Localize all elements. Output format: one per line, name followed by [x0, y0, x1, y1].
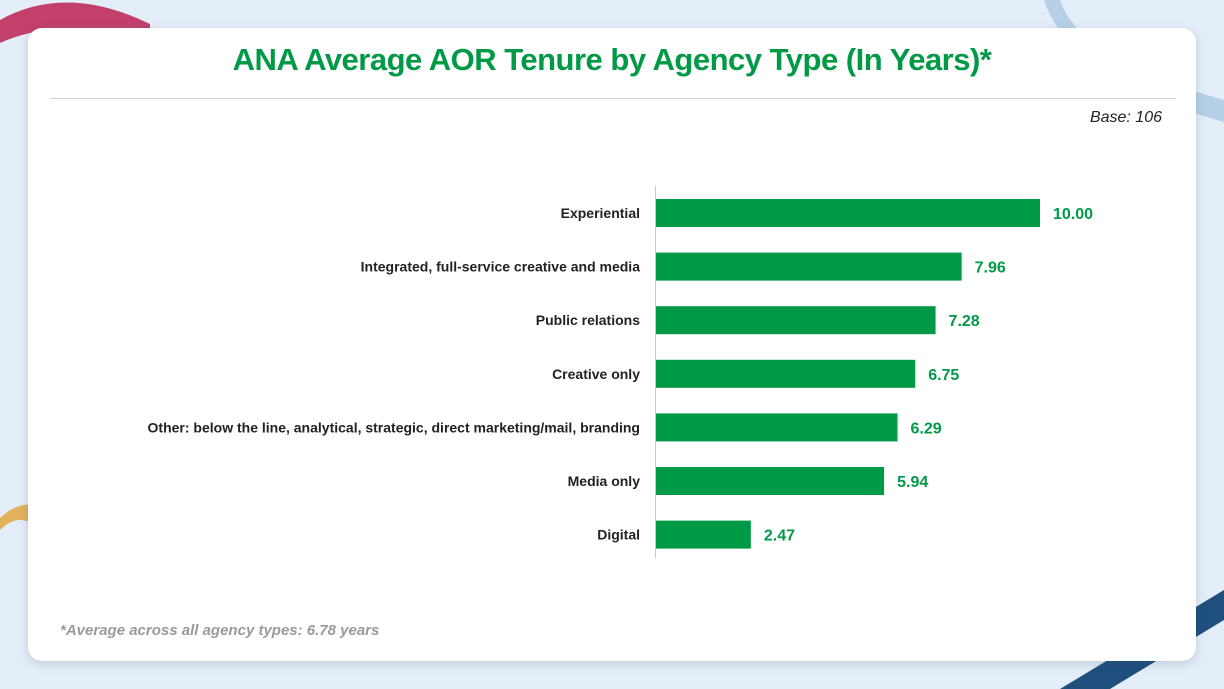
value-label-1: 7.96 [975, 260, 1006, 277]
title-divider [50, 98, 1176, 99]
value-label-4: 6.29 [911, 420, 942, 437]
category-label-3: Creative only [552, 366, 640, 382]
bar-4 [656, 413, 898, 442]
value-label-3: 6.75 [928, 367, 959, 384]
chart-title: ANA Average AOR Tenure by Agency Type (I… [232, 42, 992, 77]
value-label-5: 5.94 [897, 474, 928, 491]
bar-1 [656, 252, 962, 281]
bar-0 [656, 199, 1040, 227]
footnote: *Average across all agency types: 6.78 y… [60, 622, 380, 639]
value-label-2: 7.28 [949, 313, 980, 330]
base-label: Base: 106 [1089, 109, 1162, 126]
category-label-2: Public relations [536, 312, 640, 328]
category-label-5: Media only [568, 473, 641, 489]
chart-card: ANA Average AOR Tenure by Agency Type (I… [28, 28, 1196, 661]
bar-2 [656, 306, 936, 335]
category-label-6: Digital [597, 527, 640, 543]
bar-3 [656, 359, 916, 388]
category-label-0: Experiential [561, 205, 640, 221]
bar-6 [656, 520, 751, 549]
value-label-6: 2.47 [764, 528, 795, 545]
bar-5 [656, 467, 885, 495]
value-label-0: 10.00 [1053, 206, 1093, 223]
category-label-1: Integrated, full-service creative and me… [361, 259, 641, 275]
category-label-4: Other: below the line, analytical, strat… [148, 419, 640, 435]
bars-layer: Experiential 10.00 Integrated, full-servic… [148, 199, 1093, 549]
